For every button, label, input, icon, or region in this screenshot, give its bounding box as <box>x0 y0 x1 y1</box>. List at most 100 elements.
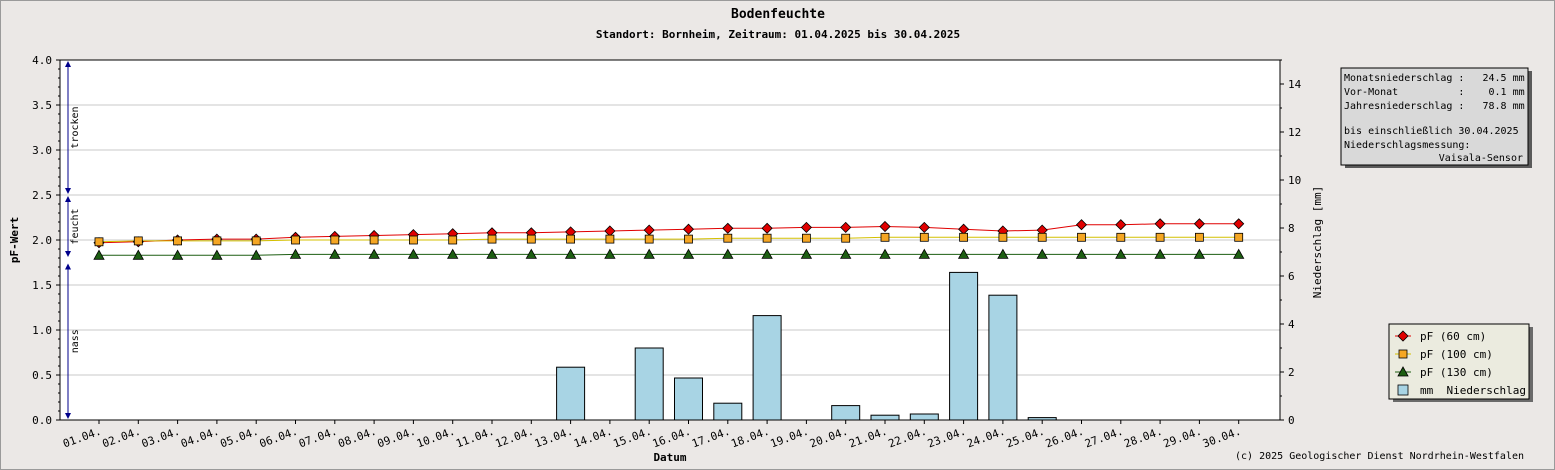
legend-pf130: pF (130 cm) <box>1420 366 1493 379</box>
x-tick-label: 25.04. <box>1004 425 1046 451</box>
y-tick-label: 1.5 <box>32 279 52 292</box>
pf130-point <box>682 248 695 259</box>
x-tick-label: 01.04. <box>61 425 103 451</box>
x-tick-label: 04.04. <box>179 425 221 451</box>
pf130-point <box>486 248 498 259</box>
pf130-point <box>407 248 420 259</box>
pf60-point <box>761 222 773 234</box>
x-tick-label: 15.04. <box>611 425 653 451</box>
y2-axis-label: Niederschlag [mm] <box>1311 186 1324 299</box>
x-axis-ticks: 01.04.02.04.03.04.04.04.05.04.06.04.07.0… <box>61 420 1243 451</box>
y-tick-label: 0.5 <box>32 369 52 382</box>
series-line <box>98 236 1239 243</box>
pf60-point <box>1115 219 1127 231</box>
info-measurement-label: Niederschlagsmessung: <box>1344 140 1470 151</box>
series-markers <box>93 218 1245 260</box>
pf60-point <box>879 220 891 233</box>
x-tick-label: 20.04. <box>808 425 850 451</box>
pf130-point <box>997 248 1009 259</box>
zone-arrow-down-icon <box>65 188 71 194</box>
y2-axis-ticks: 0 2 4 6 8 10 12 14 <box>1280 59 1302 427</box>
pf100-point <box>998 232 1008 242</box>
x-tick-label: 06.04. <box>258 425 300 451</box>
x-axis-label: Datum <box>653 451 686 464</box>
pf130-point <box>840 248 852 259</box>
series-line <box>99 253 1239 256</box>
x-tick-label: 18.04. <box>729 425 771 451</box>
info-until-date: bis einschließlich 30.04.2025 <box>1344 126 1519 137</box>
pf100-point <box>919 232 929 242</box>
y2-tick-label: 6 <box>1288 270 1295 283</box>
pf100-point <box>251 236 261 246</box>
pf60-point <box>1233 218 1245 230</box>
pf60-point <box>840 221 852 233</box>
pf130-point <box>761 248 773 259</box>
y2-tick-label: 8 <box>1288 222 1295 235</box>
zone-label: trocken <box>70 106 81 148</box>
x-tick-label: 29.04. <box>1162 425 1204 451</box>
info-year-precip: Jahresniederschlag : 78.8 mm <box>1344 101 1525 112</box>
y-axis-ticks: 0.0 0.5 1.0 1.5 2.0 2.5 3.0 3.5 4.0 <box>32 54 60 427</box>
pf100-point <box>566 234 575 244</box>
y2-tick-label: 2 <box>1288 366 1295 379</box>
precip-bar <box>909 413 939 421</box>
pf100-point <box>526 234 536 244</box>
precip-bar <box>556 366 586 421</box>
x-tick-label: 14.04. <box>572 425 614 451</box>
legend-square-icon <box>1398 349 1408 359</box>
zone-arrow-up-icon <box>65 263 71 270</box>
series-line <box>98 223 1239 244</box>
pf130-point <box>211 249 223 260</box>
y2-tick-label: 0 <box>1288 414 1295 427</box>
pf130-point <box>564 248 577 259</box>
pf130-point <box>525 248 537 259</box>
zone-label: nass <box>70 329 81 353</box>
pf100-point <box>880 232 890 242</box>
precip-bar <box>634 347 664 421</box>
legend-bar-icon <box>1397 384 1409 396</box>
pf100-point <box>605 234 615 244</box>
x-tick-label: 11.04. <box>454 425 496 451</box>
pf60-point <box>1154 218 1166 230</box>
pf60-point <box>800 221 812 233</box>
pf130-point <box>250 249 262 260</box>
precipitation-bars <box>556 271 1057 421</box>
legend-pf100: pF (100 cm) <box>1420 348 1493 361</box>
precip-bar <box>831 405 861 421</box>
series-lines <box>98 223 1239 256</box>
pf100-point <box>723 233 733 243</box>
pf130-point <box>957 248 970 259</box>
legend-diamond-icon <box>1397 330 1409 342</box>
x-tick-label: 19.04. <box>769 425 811 451</box>
x-tick-label: 09.04. <box>376 425 418 451</box>
pf60-point <box>1075 219 1088 231</box>
x-tick-label: 22.04. <box>887 425 929 451</box>
pf100-point <box>762 233 772 243</box>
pf100-point <box>1195 232 1204 242</box>
x-tick-label: 24.04. <box>965 425 1007 451</box>
y-tick-label: 4.0 <box>32 54 52 67</box>
y-tick-label: 2.0 <box>32 234 52 247</box>
pf100-point <box>1155 232 1165 242</box>
x-tick-label: 10.04. <box>415 425 457 451</box>
x-tick-label: 03.04. <box>140 425 182 451</box>
pf130-point <box>447 248 459 259</box>
pf100-point <box>133 236 143 246</box>
pf130-point <box>879 248 891 259</box>
moisture-zones: trocken feucht nass <box>65 61 81 419</box>
pf100-point <box>841 233 851 243</box>
legend-pf60: pF (60 cm) <box>1420 330 1486 343</box>
zone-arrow-down-icon <box>65 251 71 257</box>
precip-bar <box>988 294 1018 421</box>
x-tick-label: 21.04. <box>847 425 889 451</box>
pf130-point <box>722 248 734 259</box>
x-tick-label: 28.04. <box>1122 425 1164 451</box>
y-tick-label: 2.5 <box>32 189 52 202</box>
x-tick-label: 08.04. <box>336 425 378 451</box>
zone-label: feucht <box>70 208 81 244</box>
pf130-point <box>1036 248 1048 259</box>
pf100-point <box>1116 232 1126 242</box>
pf130-point <box>1075 248 1088 259</box>
pf100-point <box>330 235 340 245</box>
pf100-point <box>291 235 300 245</box>
